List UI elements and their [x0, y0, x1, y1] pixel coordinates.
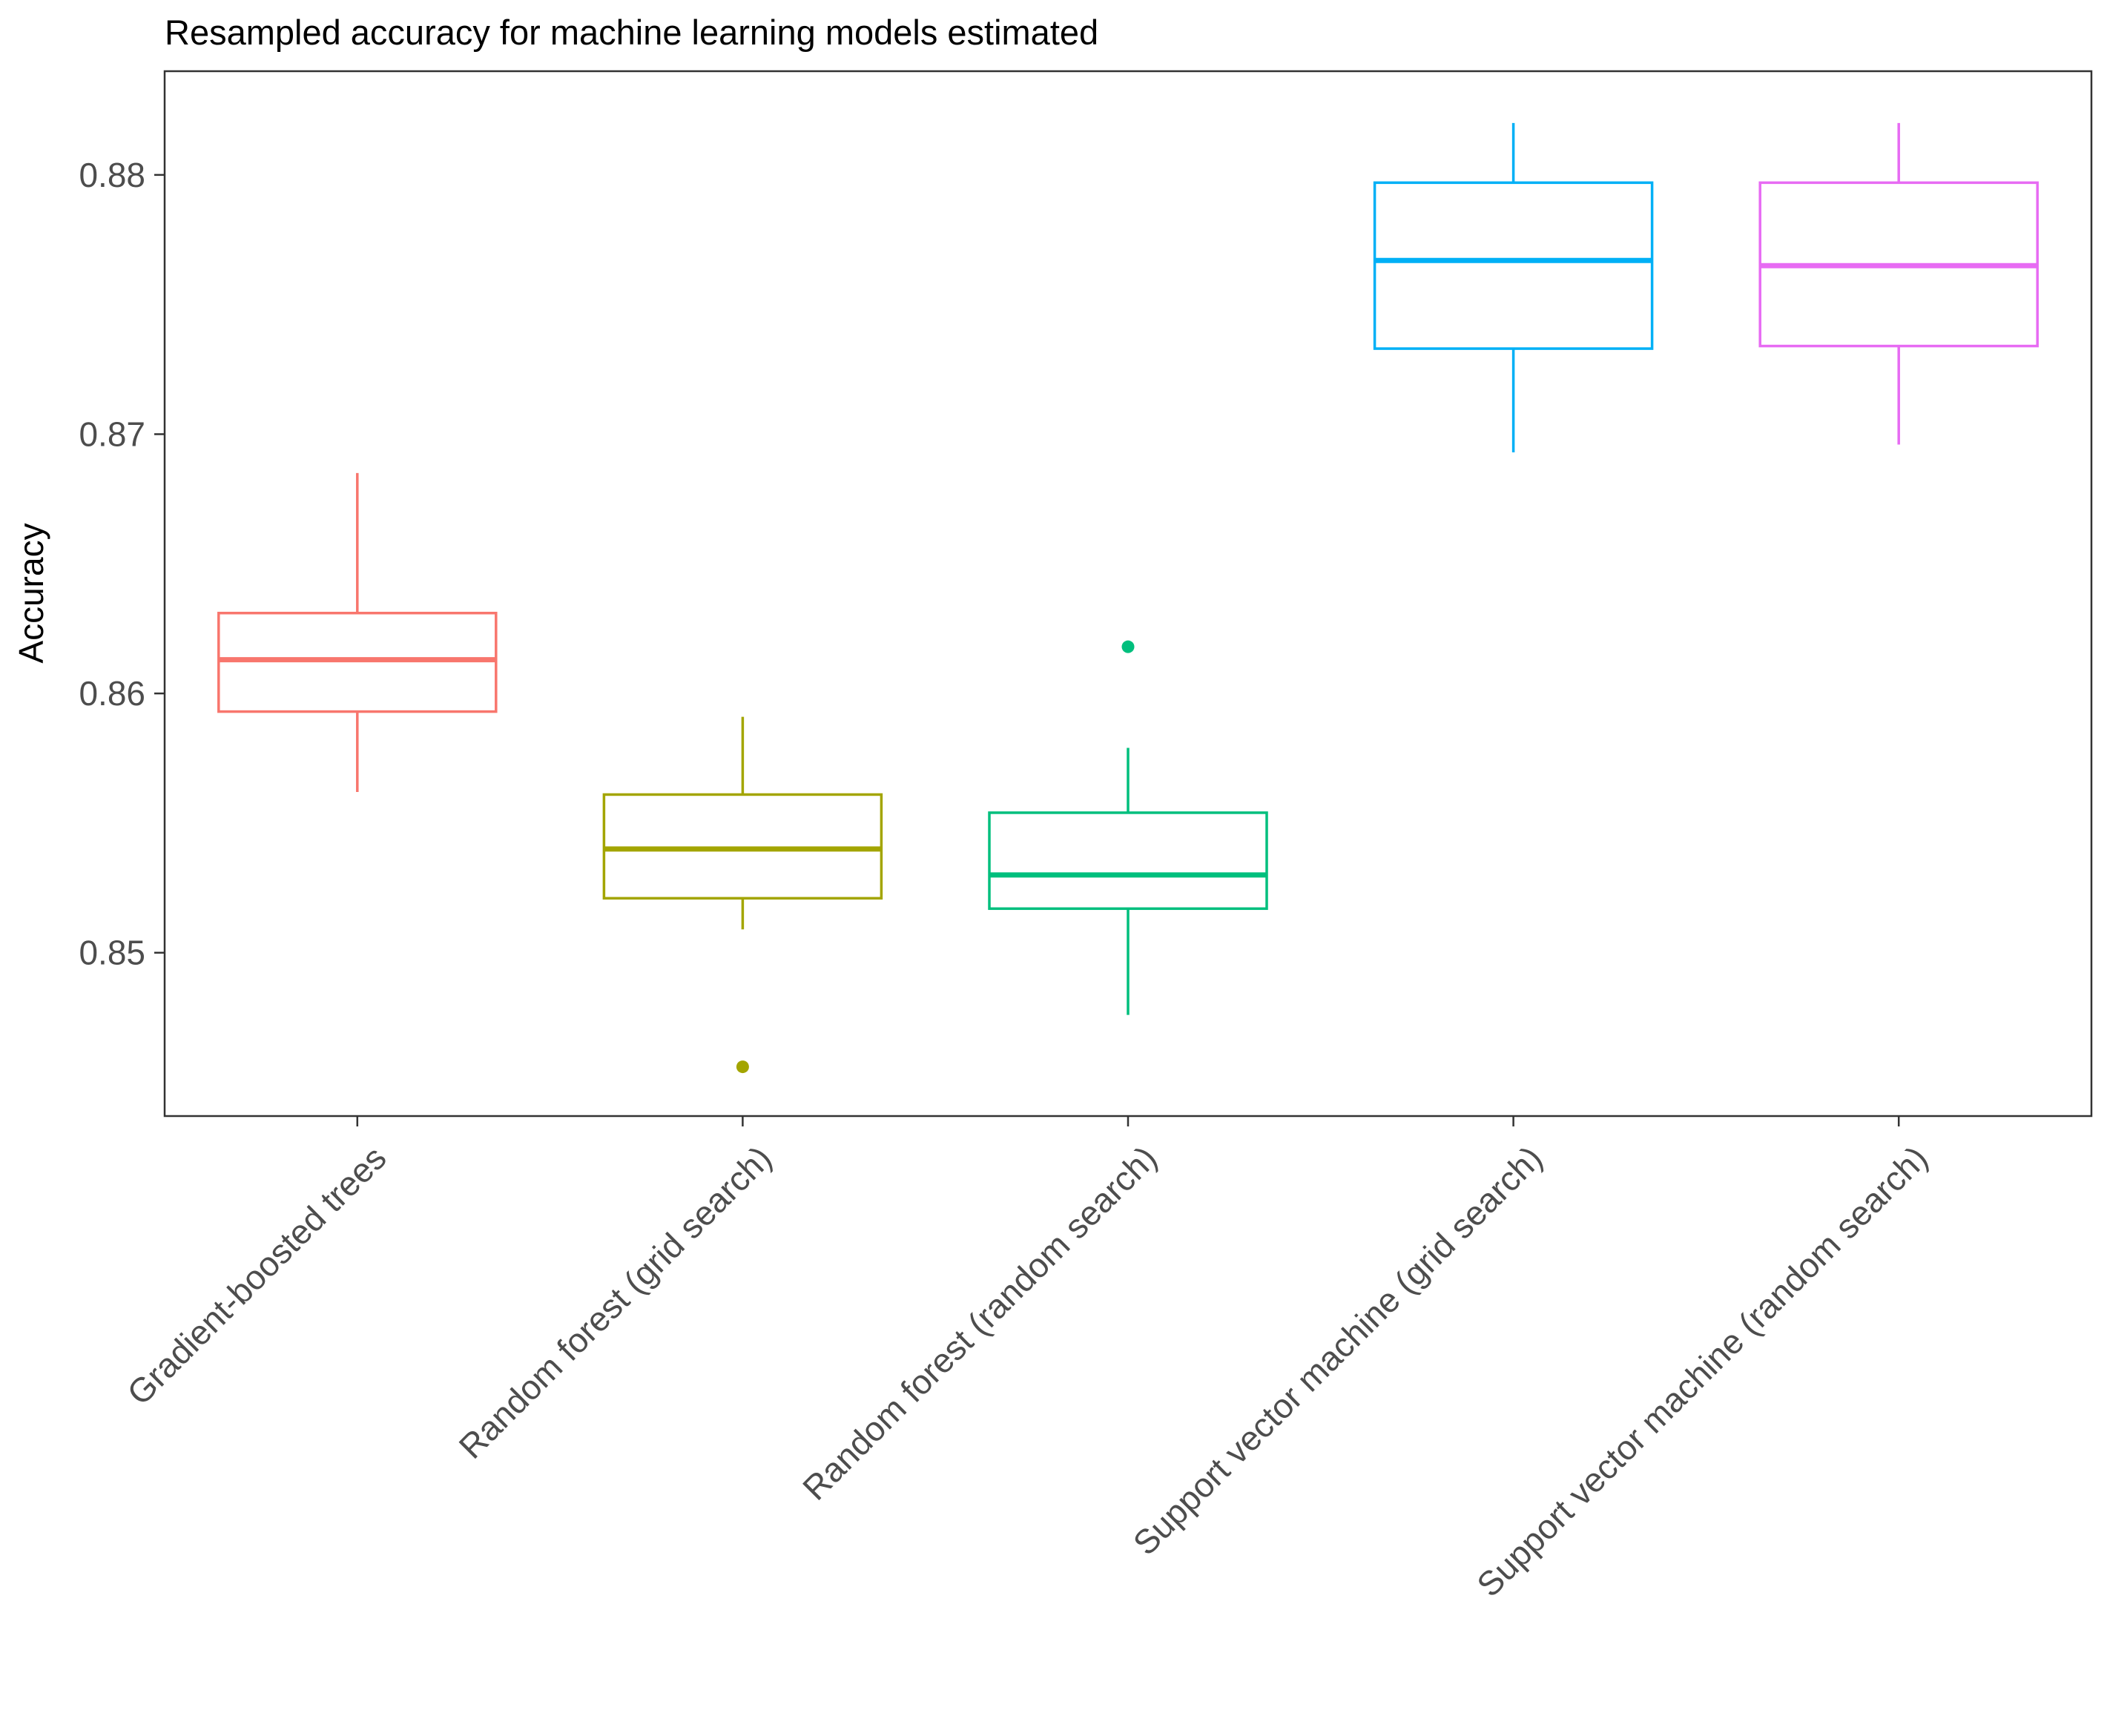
y-axis-title: Accuracy	[12, 523, 50, 663]
y-tick-label: 0.85	[79, 934, 145, 972]
box-group	[217, 472, 498, 792]
y-axis: 0.85 0.86 0.87 0.88	[79, 156, 165, 972]
outlier-point	[1121, 640, 1135, 653]
box-body	[1373, 181, 1654, 350]
outlier-point	[736, 1060, 749, 1074]
x-tick-label: Support vector machine (grid search)	[1126, 1138, 1550, 1562]
y-tick-label: 0.86	[79, 674, 145, 713]
y-tick-label: 0.87	[79, 415, 145, 453]
chart-title: Resampled accuracy for machine learning …	[165, 13, 1098, 52]
box-group	[988, 640, 1268, 1015]
x-tick-label: Random forest (random search)	[795, 1138, 1164, 1508]
box-group	[1373, 122, 1654, 452]
plot-area	[217, 122, 2039, 1074]
x-tick-label: Gradient-boosted trees	[119, 1138, 393, 1412]
x-tick-label: Support vector machine (random search)	[1469, 1138, 1935, 1604]
x-tick-label: Random forest (grid search)	[452, 1138, 779, 1466]
box-body	[988, 811, 1268, 911]
y-tick-label: 0.88	[79, 156, 145, 194]
box-group	[602, 716, 883, 1074]
box-group	[1758, 122, 2039, 445]
x-axis: Gradient-boosted trees Random forest (gri…	[119, 1116, 1935, 1604]
